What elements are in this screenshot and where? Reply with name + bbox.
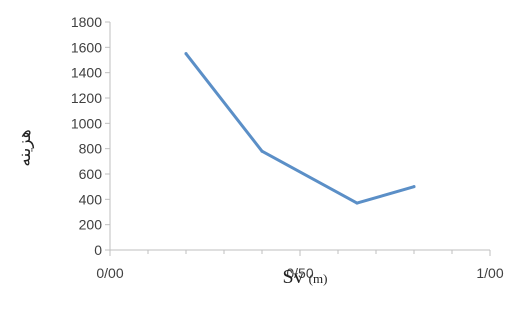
x-axis-title: Sv (m) — [283, 266, 328, 288]
x-tick-label: 0/50 — [286, 265, 313, 281]
y-tick-label: 0 — [94, 242, 102, 258]
x-axis: 0/00 0/50 1/00 — [96, 249, 504, 281]
y-tick-label: 1200 — [71, 90, 102, 106]
y-tick-label: 400 — [79, 191, 103, 207]
series — [184, 52, 416, 205]
y-axis-title: هزینه — [15, 129, 35, 166]
y-tick-label: 1400 — [71, 65, 102, 81]
data-point — [355, 201, 359, 205]
y-tick-label: 1600 — [71, 39, 102, 55]
y-tick-label: 600 — [79, 166, 103, 182]
x-tick-label: 1/00 — [476, 265, 503, 281]
y-tick-label: 1000 — [71, 115, 102, 131]
y-tick-label: 200 — [79, 217, 103, 233]
y-axis: 0 200 400 600 800 1000 1200 1400 1600 1800 — [71, 14, 111, 258]
x-tick-label: 0/00 — [96, 265, 123, 281]
x-axis-title-unit: (m) — [309, 271, 328, 286]
y-tick-label: 800 — [79, 141, 103, 157]
data-point — [184, 52, 188, 56]
series-line — [184, 52, 416, 205]
data-point — [260, 149, 264, 153]
x-axis-title-main: Sv — [283, 266, 304, 288]
y-tick-label: 1800 — [71, 14, 102, 30]
data-point — [412, 185, 416, 189]
